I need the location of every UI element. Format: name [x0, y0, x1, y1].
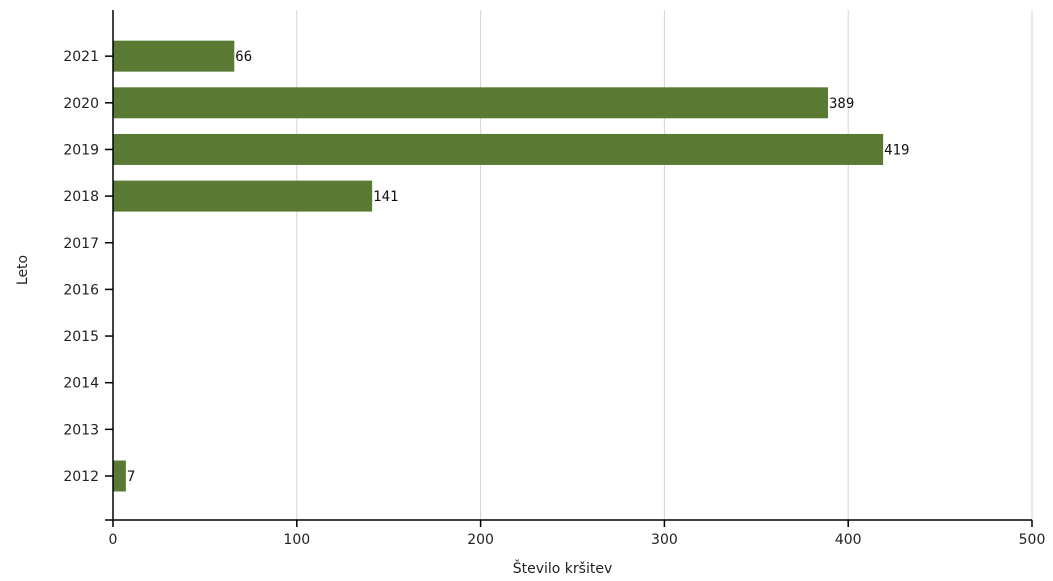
y-tick-label: 2021	[63, 49, 99, 65]
y-tick-label: 2014	[63, 376, 99, 392]
bar-value-label: 66	[235, 49, 252, 65]
x-tick-label: 400	[835, 532, 862, 548]
y-tick-label: 2015	[63, 329, 99, 345]
bar	[113, 87, 828, 119]
y-axis-ticks: 2012 2013 2014 2015 2016 2017 2018 2019 2020 2021	[63, 49, 113, 485]
y-tick-label: 2017	[63, 236, 99, 252]
y-tick-label: 2013	[63, 422, 99, 438]
bars	[113, 40, 884, 492]
x-tick-label: 300	[651, 532, 678, 548]
y-tick-label: 2012	[63, 469, 99, 485]
bar	[113, 133, 884, 165]
bar	[113, 180, 373, 212]
bar-value-label: 389	[829, 96, 854, 112]
x-tick-label: 200	[467, 532, 494, 548]
y-axis-title: Leto	[15, 255, 31, 285]
y-tick-label: 2019	[63, 142, 99, 158]
y-tick-label: 2016	[63, 282, 99, 298]
x-axis-title: Število kršitev	[513, 559, 613, 577]
bar-value-label: 141	[373, 189, 398, 205]
bar	[113, 40, 235, 72]
x-axis-ticks: 0 100 200 300 400 500	[109, 520, 1046, 548]
bar-value-label: 7	[127, 469, 135, 485]
x-tick-label: 100	[283, 532, 310, 548]
x-tick-label: 500	[1019, 532, 1046, 548]
bar-value-label: 419	[884, 142, 909, 158]
grid-lines	[296, 10, 1033, 520]
x-tick-label: 0	[109, 532, 118, 548]
bar	[113, 460, 126, 492]
y-tick-label: 2020	[63, 96, 99, 112]
data-labels: 7 141 419 389 66	[127, 49, 910, 485]
y-tick-label: 2018	[63, 189, 99, 205]
